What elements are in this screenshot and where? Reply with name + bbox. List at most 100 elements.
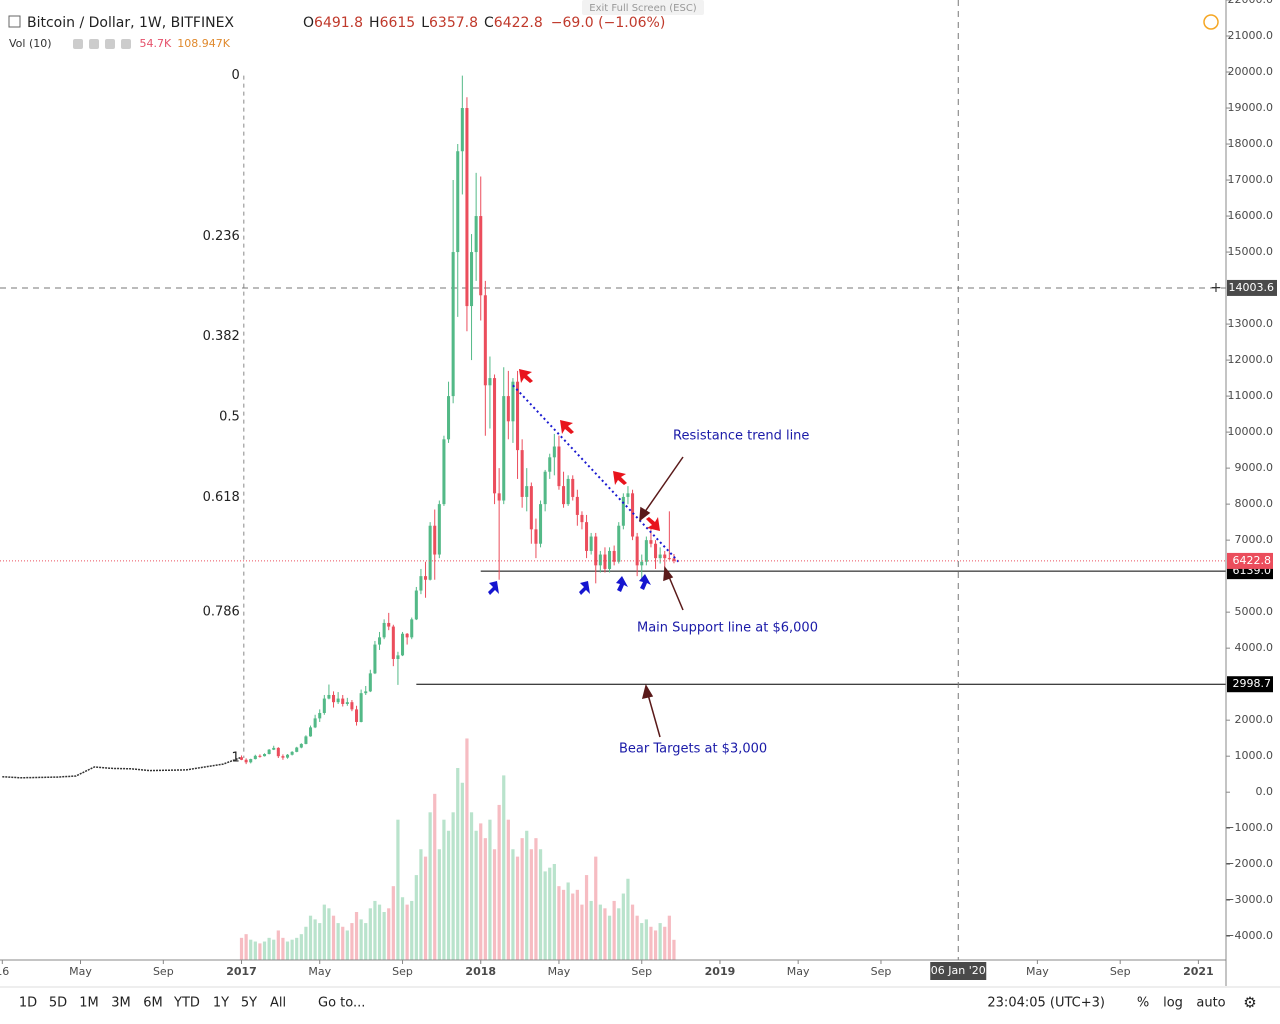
candle-body [405, 633, 409, 638]
volume-bar [520, 838, 524, 960]
volume-bar [244, 934, 248, 960]
volume-bar [442, 819, 446, 960]
arrow-head [641, 684, 654, 699]
candle-body [571, 478, 575, 497]
volume-bar [281, 937, 285, 960]
candle-body [525, 486, 529, 497]
volume-bar [327, 908, 331, 960]
volume-bar [295, 937, 299, 960]
ohlc-value: 6491.8 [314, 15, 363, 31]
candle-body [465, 108, 469, 307]
range-button[interactable]: 3M [111, 996, 131, 1011]
range-button[interactable]: All [270, 996, 286, 1011]
candle-body [244, 759, 248, 763]
candle-body [332, 694, 336, 703]
crosshair-x-label: 06 Jan '20 [931, 964, 986, 977]
range-button[interactable]: YTD [173, 996, 200, 1011]
volume-bar [589, 900, 593, 960]
scale-option[interactable]: auto [1196, 996, 1225, 1011]
y-tick-label: 2000.0 [1235, 713, 1274, 726]
goto-button[interactable]: Go to... [318, 996, 365, 1011]
settings-icon[interactable]: ⚙ [1243, 994, 1256, 1012]
toolbar: 1D 5D 1M 3M 6M YTD 1Y 5Y All Go to... 23:04:05 (UT… [19, 996, 1226, 1011]
candle-body [373, 644, 377, 674]
volume-bar [483, 838, 487, 960]
volume-bar [391, 886, 395, 960]
blue-arrows [488, 574, 651, 595]
volume-bar [446, 830, 451, 960]
ohlc-value: 6357.8 [429, 15, 478, 31]
x-tick-label: Sep [871, 965, 892, 978]
range-button[interactable]: 1Y [213, 996, 229, 1011]
candle-body [497, 493, 501, 501]
volume-ma: 108.947K [177, 37, 230, 50]
fib-label: 0.786 [203, 604, 240, 619]
volume-bar [341, 926, 345, 960]
volume-bar [575, 889, 579, 960]
ohlc-label: H [369, 15, 380, 31]
volume-value: 54.7K [140, 37, 172, 50]
volume-bar [290, 939, 294, 960]
scale-option[interactable]: % [1137, 996, 1149, 1011]
price-layer: 0 0.236 0.382 0.5 0.618 0.786 1 [0, 0, 1226, 960]
candle-body [382, 622, 386, 638]
volume-bar [313, 919, 317, 960]
candle-body [672, 558, 676, 561]
scale-option[interactable]: log [1163, 996, 1183, 1011]
range-button[interactable]: 1M [79, 996, 99, 1011]
candle-body [534, 529, 538, 544]
tooltip[interactable]: Exit Full Screen (ESC) [589, 3, 697, 14]
fib-label: 0.618 [203, 490, 240, 505]
range-button[interactable]: 6M [143, 996, 163, 1011]
candle-body [649, 540, 653, 544]
red-arrows [519, 369, 660, 531]
volume-bar [644, 919, 648, 960]
candle-body [626, 493, 630, 497]
volume-bar [538, 849, 543, 960]
candle-body [603, 554, 607, 569]
y-tick-label: −4000.0 [1225, 929, 1273, 942]
volume-bar [617, 908, 621, 960]
x-tick-label: Sep [153, 965, 174, 978]
y-tick-label: 1000.0 [1235, 749, 1274, 762]
volume-bar [267, 937, 271, 960]
collapse-icon[interactable] [8, 15, 21, 28]
marker [639, 574, 651, 590]
volume-bar [239, 937, 244, 960]
volume-bar [460, 782, 464, 960]
candle-body [529, 486, 533, 530]
range-button[interactable]: 5D [49, 996, 67, 1011]
symbol-title: Bitcoin / Dollar, 1W, BITFINEX [27, 15, 234, 31]
x-tick-label: 16 [0, 965, 9, 978]
marker [519, 369, 533, 383]
candle-body [428, 525, 432, 580]
candle-body [350, 702, 354, 710]
arrow-head [663, 566, 674, 582]
icon[interactable] [121, 39, 131, 49]
volume-layer [239, 738, 676, 960]
icon[interactable] [105, 39, 115, 49]
alert-icon[interactable] [1203, 14, 1219, 30]
x-tick-label: 2021 [1183, 965, 1214, 978]
icon[interactable] [89, 39, 99, 49]
candle-body [401, 633, 405, 656]
candle-body [345, 702, 349, 704]
range-button[interactable]: 1D [19, 996, 37, 1011]
volume-bar [607, 915, 612, 960]
y-tick-label: 18000.0 [1228, 137, 1274, 150]
range-button[interactable]: 5Y [241, 996, 257, 1011]
candle-body [299, 743, 303, 748]
volume-bar [368, 908, 372, 960]
x-tick-label: May [787, 965, 810, 978]
icon[interactable] [73, 39, 83, 49]
candle-body [479, 216, 483, 296]
crosshair-x-box [930, 962, 987, 980]
candle-body [580, 514, 584, 523]
annotation-arrows [639, 456, 684, 738]
volume-bar [580, 904, 584, 960]
candle-body [290, 751, 294, 755]
volume-bar [262, 941, 267, 960]
candle-body [272, 747, 276, 750]
volume-bar [506, 819, 510, 960]
volume-bar [571, 893, 575, 960]
